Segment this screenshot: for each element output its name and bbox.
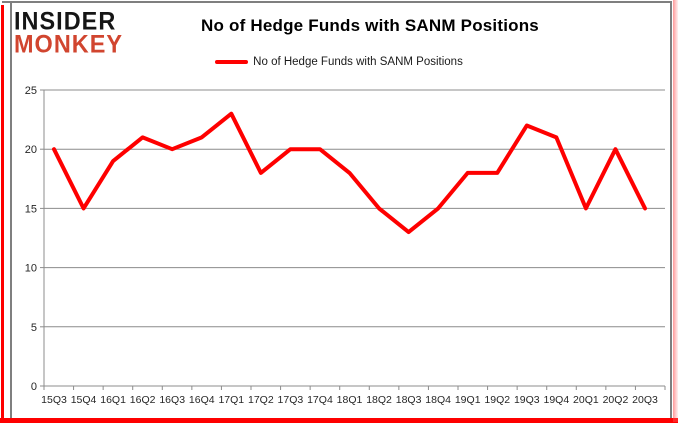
x-axis-label-15Q4: 15Q4 bbox=[71, 394, 97, 406]
y-axis-label-15: 15 bbox=[25, 203, 37, 215]
y-axis-label-25: 25 bbox=[25, 85, 37, 97]
x-axis-label-20Q1: 20Q1 bbox=[573, 394, 599, 406]
x-axis-label-18Q4: 18Q4 bbox=[425, 394, 451, 406]
x-axis-label-17Q2: 17Q2 bbox=[248, 394, 274, 406]
x-axis-label-17Q4: 17Q4 bbox=[307, 394, 333, 406]
y-axis-label-5: 5 bbox=[31, 322, 37, 334]
x-axis-label-18Q3: 18Q3 bbox=[396, 394, 422, 406]
x-axis-label-17Q3: 17Q3 bbox=[278, 394, 304, 406]
x-axis-label-18Q1: 18Q1 bbox=[337, 394, 363, 406]
x-axis-label-16Q4: 16Q4 bbox=[189, 394, 215, 406]
x-axis-label-19Q2: 19Q2 bbox=[484, 394, 510, 406]
red-glow-right bbox=[673, 0, 678, 422]
chart-title: No of Hedge Funds with SANM Positions bbox=[201, 16, 539, 35]
x-axis-label-16Q1: 16Q1 bbox=[100, 394, 126, 406]
x-axis-label-16Q3: 16Q3 bbox=[159, 394, 185, 406]
x-axis-label-17Q1: 17Q1 bbox=[218, 394, 244, 406]
legend-line-swatch bbox=[215, 60, 249, 64]
x-axis-label-19Q1: 19Q1 bbox=[455, 394, 481, 406]
x-axis-label-16Q2: 16Q2 bbox=[130, 394, 156, 406]
x-axis-label-18Q2: 18Q2 bbox=[366, 394, 392, 406]
red-accent-left bbox=[1, 5, 4, 422]
insider-monkey-logo: INSIDER MONKEY bbox=[14, 6, 132, 58]
legend: No of Hedge Funds with SANM Positions bbox=[0, 56, 678, 68]
frame-border-right bbox=[670, 1, 672, 418]
x-axis-label-20Q2: 20Q2 bbox=[603, 394, 629, 406]
logo-line-monkey: MONKEY bbox=[14, 29, 124, 58]
y-axis-label-10: 10 bbox=[25, 263, 37, 275]
frame-border-top bbox=[2, 1, 672, 3]
x-axis-label-19Q4: 19Q4 bbox=[544, 394, 570, 406]
frame-border-left bbox=[10, 1, 12, 418]
x-axis-label-15Q3: 15Q3 bbox=[41, 394, 67, 406]
x-axis-label-19Q3: 19Q3 bbox=[514, 394, 540, 406]
red-accent-bottom bbox=[0, 418, 678, 423]
logo-line-insider: INSIDER bbox=[14, 6, 117, 35]
x-axis-label-20Q3: 20Q3 bbox=[632, 394, 658, 406]
legend-label: No of Hedge Funds with SANM Positions bbox=[253, 56, 463, 68]
y-axis-label-0: 0 bbox=[31, 381, 37, 393]
y-axis-label-20: 20 bbox=[25, 144, 37, 156]
series-line bbox=[52, 111, 647, 235]
